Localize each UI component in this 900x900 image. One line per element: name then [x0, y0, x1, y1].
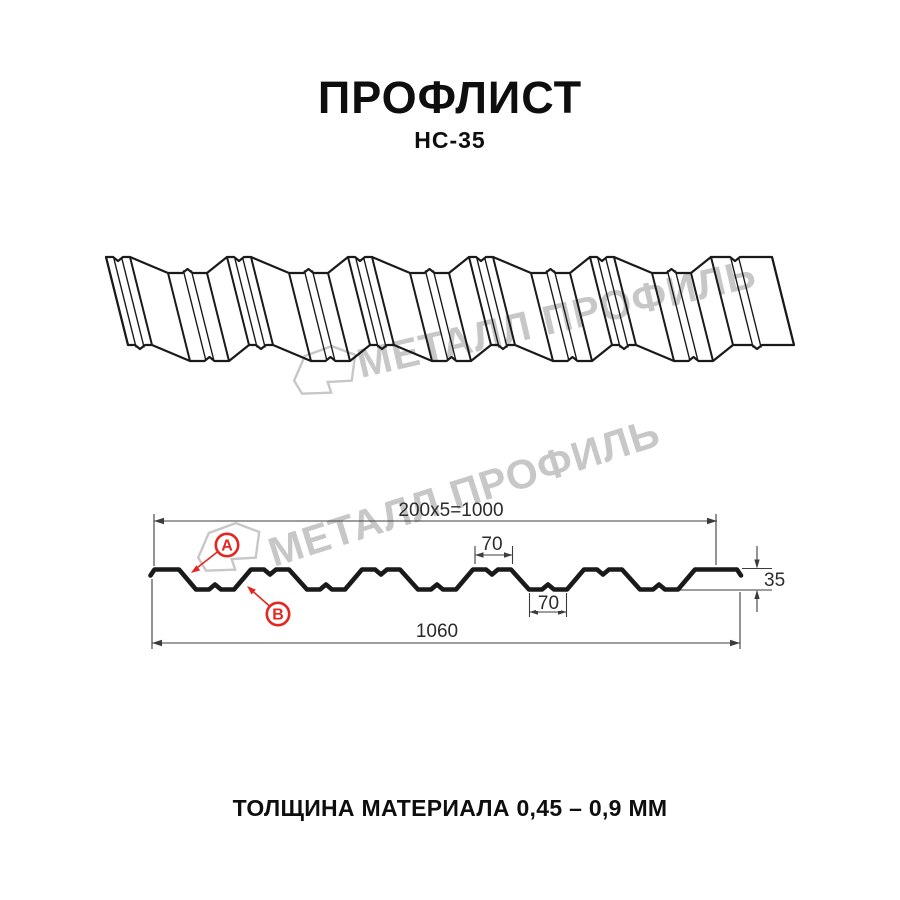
dimension-labels: 200x5=1000 1060 70 70 35	[398, 500, 785, 642]
marker-a-label: А	[221, 538, 233, 555]
marker-b-label: В	[272, 607, 284, 624]
iso-sheet-outline	[104, 255, 796, 363]
dimension-arrowheads	[152, 517, 760, 647]
dim-top-flange-label: 70	[481, 534, 502, 555]
dim-bottom-flange-label: 70	[538, 593, 559, 614]
face-markers: А В	[191, 532, 291, 627]
iso-sheet-face	[106, 257, 794, 361]
profile-code: НС-35	[414, 127, 486, 153]
dimension-lines	[151, 514, 772, 649]
dim-total-width-line	[151, 579, 741, 649]
dim-cover-width-label: 200x5=1000	[398, 500, 503, 521]
dim-total-width-label: 1060	[416, 621, 458, 642]
marker-a-circle	[214, 532, 240, 558]
page-title: ПРОФЛИСТ	[317, 72, 583, 123]
marker-b-circle	[265, 601, 291, 627]
marker-a-arrowhead	[191, 565, 201, 573]
dim-height-label: 35	[764, 570, 785, 591]
label-backplate	[536, 596, 561, 611]
dim-cover-width-line	[153, 514, 717, 566]
iso-groove-lines	[113, 258, 762, 360]
watermark-text: МЕТАЛЛ ПРОФИЛЬ	[263, 409, 666, 576]
iso-sheet-drawing	[104, 255, 796, 363]
thickness-caption: ТОЛЩИНА МАТЕРИАЛА 0,45 – 0,9 ММ	[232, 795, 668, 821]
dim-height-line	[680, 546, 772, 612]
watermark-lower: МЕТАЛЛ ПРОФИЛЬ	[192, 409, 666, 576]
marker-b-arrowhead	[247, 586, 256, 595]
cross-section-profile	[148, 567, 744, 592]
